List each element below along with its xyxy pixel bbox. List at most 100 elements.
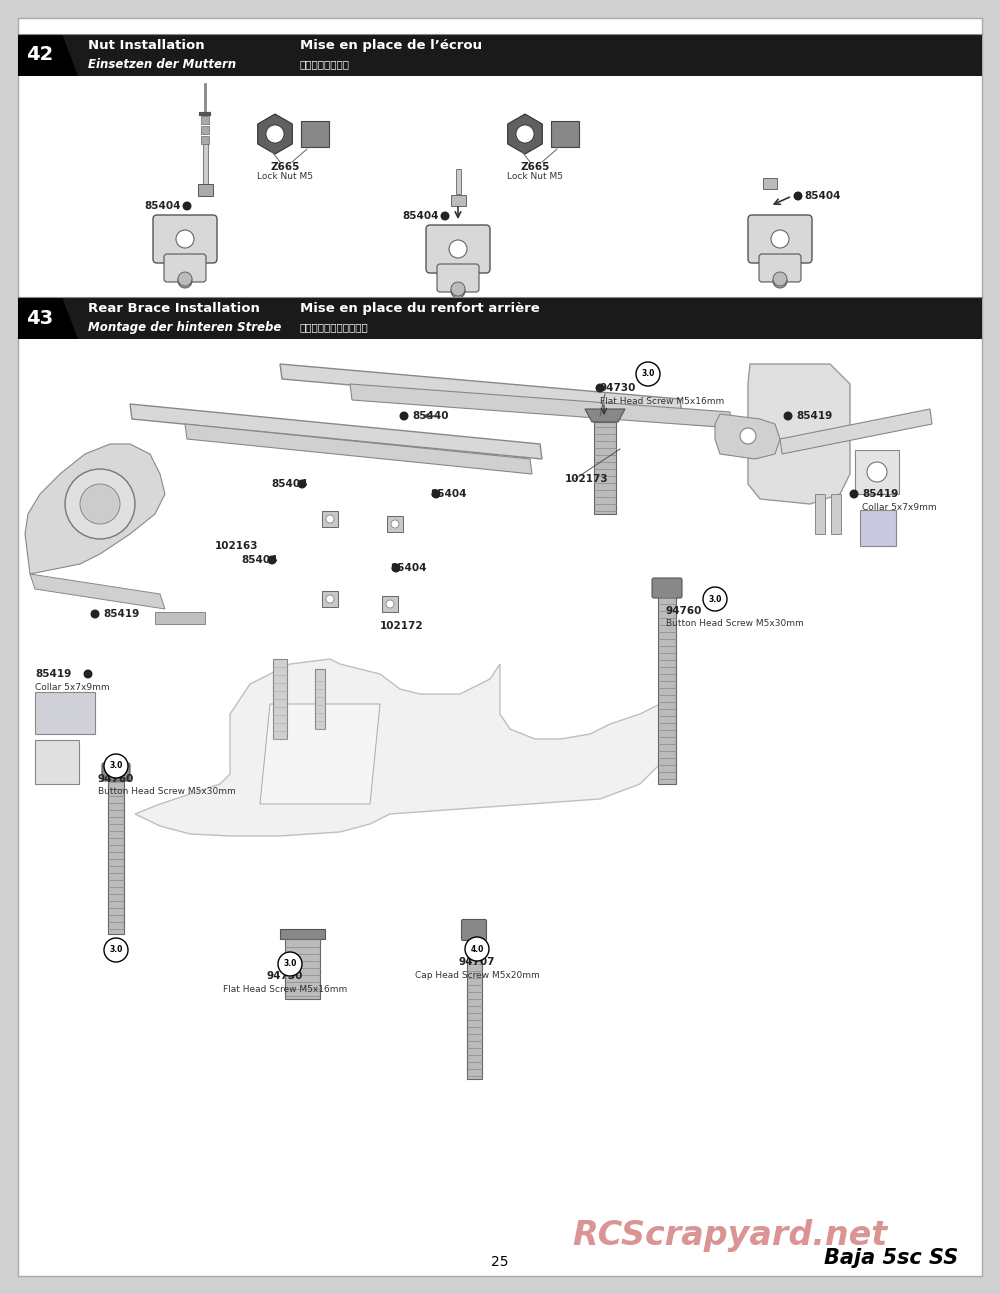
FancyBboxPatch shape bbox=[426, 225, 490, 273]
Circle shape bbox=[451, 283, 465, 298]
Circle shape bbox=[278, 952, 302, 976]
FancyBboxPatch shape bbox=[164, 254, 206, 282]
Circle shape bbox=[432, 489, 440, 498]
Circle shape bbox=[268, 555, 276, 564]
Text: 85419: 85419 bbox=[103, 609, 139, 619]
Text: 85404: 85404 bbox=[272, 479, 308, 489]
Bar bbox=[855, 450, 899, 494]
Text: 94730: 94730 bbox=[267, 970, 303, 981]
Circle shape bbox=[771, 230, 789, 248]
Polygon shape bbox=[715, 414, 780, 459]
Text: Button Head Screw M5x30mm: Button Head Screw M5x30mm bbox=[98, 788, 236, 797]
Circle shape bbox=[178, 274, 192, 289]
Text: Nut Installation: Nut Installation bbox=[88, 39, 205, 52]
Circle shape bbox=[703, 587, 727, 611]
Bar bbox=[35, 740, 79, 784]
Circle shape bbox=[80, 484, 120, 524]
Text: 3.0: 3.0 bbox=[109, 761, 123, 770]
Text: 85419: 85419 bbox=[796, 411, 832, 421]
Bar bbox=[198, 184, 213, 195]
Circle shape bbox=[740, 428, 756, 444]
Polygon shape bbox=[258, 114, 292, 154]
Circle shape bbox=[178, 272, 192, 286]
Bar bbox=[594, 422, 616, 514]
Text: Rear Brace Installation: Rear Brace Installation bbox=[88, 303, 260, 316]
Text: 3.0: 3.0 bbox=[708, 594, 722, 603]
Circle shape bbox=[176, 230, 194, 248]
Circle shape bbox=[400, 411, 409, 421]
Circle shape bbox=[449, 239, 467, 258]
Text: Einsetzen der Muttern: Einsetzen der Muttern bbox=[88, 58, 236, 71]
Text: 25: 25 bbox=[491, 1255, 509, 1269]
Text: 102172: 102172 bbox=[380, 621, 424, 631]
Text: Mise en place de l’écrou: Mise en place de l’écrou bbox=[300, 39, 482, 52]
Text: Button Head Screw M5x30mm: Button Head Screw M5x30mm bbox=[666, 620, 804, 629]
Text: Flat Head Screw M5x16mm: Flat Head Screw M5x16mm bbox=[223, 985, 347, 994]
Bar bbox=[322, 591, 338, 607]
Circle shape bbox=[516, 126, 534, 144]
Bar bbox=[35, 692, 95, 734]
FancyBboxPatch shape bbox=[759, 254, 801, 282]
FancyBboxPatch shape bbox=[748, 215, 812, 263]
Bar bbox=[451, 195, 466, 206]
Text: 85404: 85404 bbox=[430, 489, 466, 499]
Circle shape bbox=[451, 282, 465, 296]
Bar bbox=[273, 659, 287, 739]
Circle shape bbox=[794, 192, 802, 201]
Circle shape bbox=[104, 938, 128, 961]
Polygon shape bbox=[585, 409, 625, 422]
Text: ナットの取り付け: ナットの取り付け bbox=[300, 60, 350, 70]
Circle shape bbox=[465, 937, 489, 961]
Text: Flat Head Screw M5x16mm: Flat Head Screw M5x16mm bbox=[600, 396, 724, 405]
Text: 85404: 85404 bbox=[390, 563, 426, 573]
Bar bbox=[763, 179, 777, 189]
Bar bbox=[203, 144, 208, 184]
Text: 102173: 102173 bbox=[565, 474, 609, 484]
Bar bbox=[18, 298, 982, 339]
Circle shape bbox=[182, 202, 192, 211]
Text: 85419: 85419 bbox=[35, 669, 71, 679]
Text: 85404: 85404 bbox=[242, 555, 278, 565]
Text: Cap Head Screw M5x20mm: Cap Head Screw M5x20mm bbox=[415, 970, 539, 980]
Bar bbox=[860, 510, 896, 546]
Bar bbox=[815, 494, 825, 534]
Text: Baja 5sc SS: Baja 5sc SS bbox=[824, 1247, 958, 1268]
Text: 85404: 85404 bbox=[144, 201, 181, 211]
Bar bbox=[301, 122, 329, 148]
Text: 85440: 85440 bbox=[412, 411, 448, 421]
Bar bbox=[280, 929, 325, 939]
FancyBboxPatch shape bbox=[652, 578, 682, 598]
Text: 85404: 85404 bbox=[402, 211, 439, 221]
Bar bbox=[831, 494, 841, 534]
Circle shape bbox=[636, 362, 660, 386]
Bar bbox=[658, 594, 676, 784]
Polygon shape bbox=[780, 409, 932, 454]
Circle shape bbox=[266, 126, 284, 144]
Text: RCScrapyard.net: RCScrapyard.net bbox=[572, 1219, 888, 1253]
Polygon shape bbox=[260, 704, 380, 804]
Polygon shape bbox=[748, 364, 850, 503]
Bar bbox=[201, 116, 209, 124]
Polygon shape bbox=[25, 444, 165, 575]
Polygon shape bbox=[130, 404, 542, 459]
Bar bbox=[18, 34, 62, 76]
Circle shape bbox=[392, 563, 400, 572]
Circle shape bbox=[326, 595, 334, 603]
Circle shape bbox=[440, 211, 450, 220]
Circle shape bbox=[391, 520, 399, 528]
Circle shape bbox=[850, 489, 858, 498]
Text: リアブレースの取り付け: リアブレースの取り付け bbox=[300, 322, 369, 333]
Text: Lock Nut M5: Lock Nut M5 bbox=[257, 172, 313, 181]
Polygon shape bbox=[508, 114, 542, 154]
Polygon shape bbox=[185, 424, 532, 474]
Circle shape bbox=[90, 609, 100, 619]
Text: 102163: 102163 bbox=[215, 541, 258, 551]
Bar bbox=[108, 774, 124, 934]
Text: 3.0: 3.0 bbox=[641, 370, 655, 379]
Circle shape bbox=[104, 754, 128, 778]
Circle shape bbox=[298, 480, 306, 489]
Polygon shape bbox=[62, 298, 78, 339]
Text: 94730: 94730 bbox=[600, 383, 636, 393]
FancyBboxPatch shape bbox=[437, 264, 479, 292]
Bar bbox=[551, 122, 579, 148]
